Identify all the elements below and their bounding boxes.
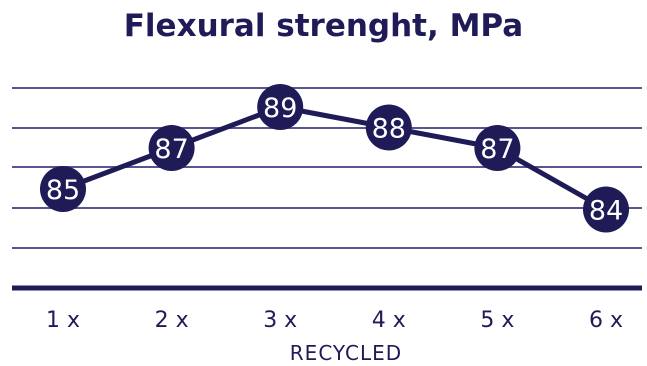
x-tick-labels: 1 x 2 x 3 x 4 x 5 x 6 x [46, 308, 623, 333]
data-label-2: 87 [154, 134, 188, 165]
data-point-2 [148, 125, 195, 171]
x-tick-label-2: 2 x [155, 308, 189, 333]
data-point-6 [583, 186, 629, 233]
gridlines [12, 87, 642, 249]
data-label-5: 87 [480, 134, 514, 165]
x-tick-label-1: 1 x [46, 308, 80, 333]
x-axis-label: RECYCLED [290, 341, 402, 365]
x-tick-label-4: 4 x [372, 308, 406, 333]
data-point-5 [474, 125, 521, 171]
data-label-4: 88 [372, 114, 406, 145]
data-label-6: 84 [589, 196, 623, 227]
x-tick-label-6: 6 x [589, 308, 623, 333]
data-label-3: 89 [263, 93, 297, 124]
chart-title: Flexural strenght, MPa [123, 8, 524, 44]
series-line [62, 104, 608, 212]
data-point-4 [365, 104, 412, 151]
data-points: 85 87 89 88 87 84 [40, 84, 629, 233]
x-tick-label-5: 5 x [480, 308, 514, 333]
x-tick-label-3: 3 x [263, 308, 297, 333]
data-point-1 [40, 166, 86, 212]
data-point-3 [257, 84, 304, 130]
data-label-1: 85 [46, 175, 80, 206]
